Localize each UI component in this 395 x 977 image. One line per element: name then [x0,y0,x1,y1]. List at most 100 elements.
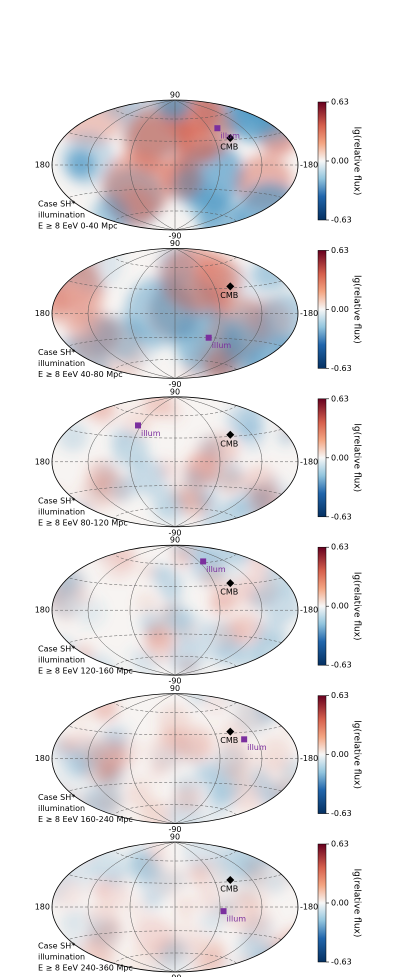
flux-blob [146,617,177,648]
flux-blob [273,248,298,282]
caption-line: E ≥ 8 EeV 80-120 Mpc [38,518,128,527]
flux-blob [236,545,257,557]
colorbar-tick-label: 0.00 [331,899,349,908]
parallel [113,702,237,713]
flux-texture [52,693,298,824]
parallel [113,804,237,816]
right-label: -180 [300,606,318,615]
caption-line: illumination [38,211,85,220]
cmb-marker [226,282,235,291]
flux-blob [201,693,230,716]
caption-line: E ≥ 8 EeV 160-240 Mpc [38,815,133,824]
sky-panel: 90 -90 180 -180 Case SH* illumination E ≥ 8 Ee… [35,833,362,977]
flux-blob [169,869,189,889]
colorbar-tick-label: 0.63 [331,840,349,849]
colorbar [317,843,327,963]
flux-blob [147,732,186,771]
flux-blob [245,100,298,137]
sky-panel: 90 -90 180 -180 Case SH* illumination E ≥ 8 Ee… [35,91,362,241]
left-label: 180 [35,457,50,466]
colorbar-tick-label: 0.00 [331,305,349,314]
parallel [68,485,282,495]
right-label: -180 [300,903,318,912]
flux-blob [277,842,298,872]
parallel [113,359,237,370]
sky-panel: 90 -90 180 -180 Case SH* illumination E ≥ 8 Ee… [35,387,362,537]
cmb-marker [226,875,235,884]
flux-blob [168,638,205,676]
flux-blob [74,596,106,628]
colorbar-tick-label: 0.63 [331,246,349,255]
flux-blob [162,584,184,607]
flux-blob [236,182,298,230]
colorbar-tick-label: 0.00 [331,602,349,611]
flux-blob [95,314,143,362]
bottom-label: -90 [168,232,181,241]
graticule [52,842,298,972]
parallel [68,782,282,792]
flux-blob [159,100,222,138]
colorbar [317,250,327,369]
flux-blob [110,735,143,768]
flux-blob [273,860,298,888]
parallel [68,577,282,587]
right-label: -180 [300,161,318,170]
flux-blob [217,467,245,495]
flux-blob [65,842,96,862]
flux-blob [285,923,298,947]
illum-label: illum [141,429,161,438]
right-label: -180 [300,457,318,466]
parallel [113,256,237,268]
flux-blob [225,403,261,439]
colorbar-tick-label: 0.63 [331,543,349,552]
illum-marker [220,908,227,915]
colorbar [317,546,327,666]
colorbar-tick-label: 0.63 [331,394,349,403]
flux-blob [194,435,222,463]
flux-blob [157,493,189,526]
sky-panel: 90 -90 180 -180 Case SH* illumination E ≥ 8 Ee… [35,684,362,834]
caption-line: illumination [38,953,85,962]
caption-line: Case SH* [38,200,75,209]
colorbar-label: lg(relative flux) [352,127,362,196]
sky-panel: 90 -90 180 -180 Case SH* illumination E ≥ 8 Ee… [35,536,362,686]
flux-blob [129,114,174,159]
colorbar [317,695,327,814]
cmb-label: CMB [220,736,238,745]
illum-label: illum [206,565,226,574]
cmb-marker [226,727,235,736]
colorbar-label: lg(relative flux) [352,423,362,492]
flux-blob [277,490,298,523]
caption-line: E ≥ 8 EeV 120-160 Mpc [38,667,133,676]
illum-marker [241,736,248,743]
cmb-label: CMB [220,439,238,448]
illum-label: illum [212,341,232,350]
flux-blob [52,845,72,868]
flux-blob [143,396,174,418]
caption-line: illumination [38,507,85,516]
parallel [113,952,237,964]
sky-outline [51,396,299,528]
sky-outline [51,99,299,231]
parallel [68,429,282,439]
colorbar-tick-label: -0.63 [331,958,352,967]
parallel [68,633,282,643]
illum-marker [214,125,221,132]
parallel [68,336,282,347]
flux-blob [86,461,116,491]
flux-blob [130,851,163,884]
flux-blob [193,758,218,783]
flux-blob [235,100,298,147]
cmb-label: CMB [220,142,238,151]
flux-blob [266,349,298,379]
flux-blob [87,845,125,883]
flux-blob [201,941,227,967]
flux-blob [198,199,245,230]
parallel [113,655,237,667]
caption-line: E ≥ 8 EeV 40-80 Mpc [38,370,123,379]
flux-blob [157,704,191,738]
graticule [52,100,298,230]
flux-blob [178,724,215,761]
colorbar-tick-label: -0.63 [331,809,352,818]
